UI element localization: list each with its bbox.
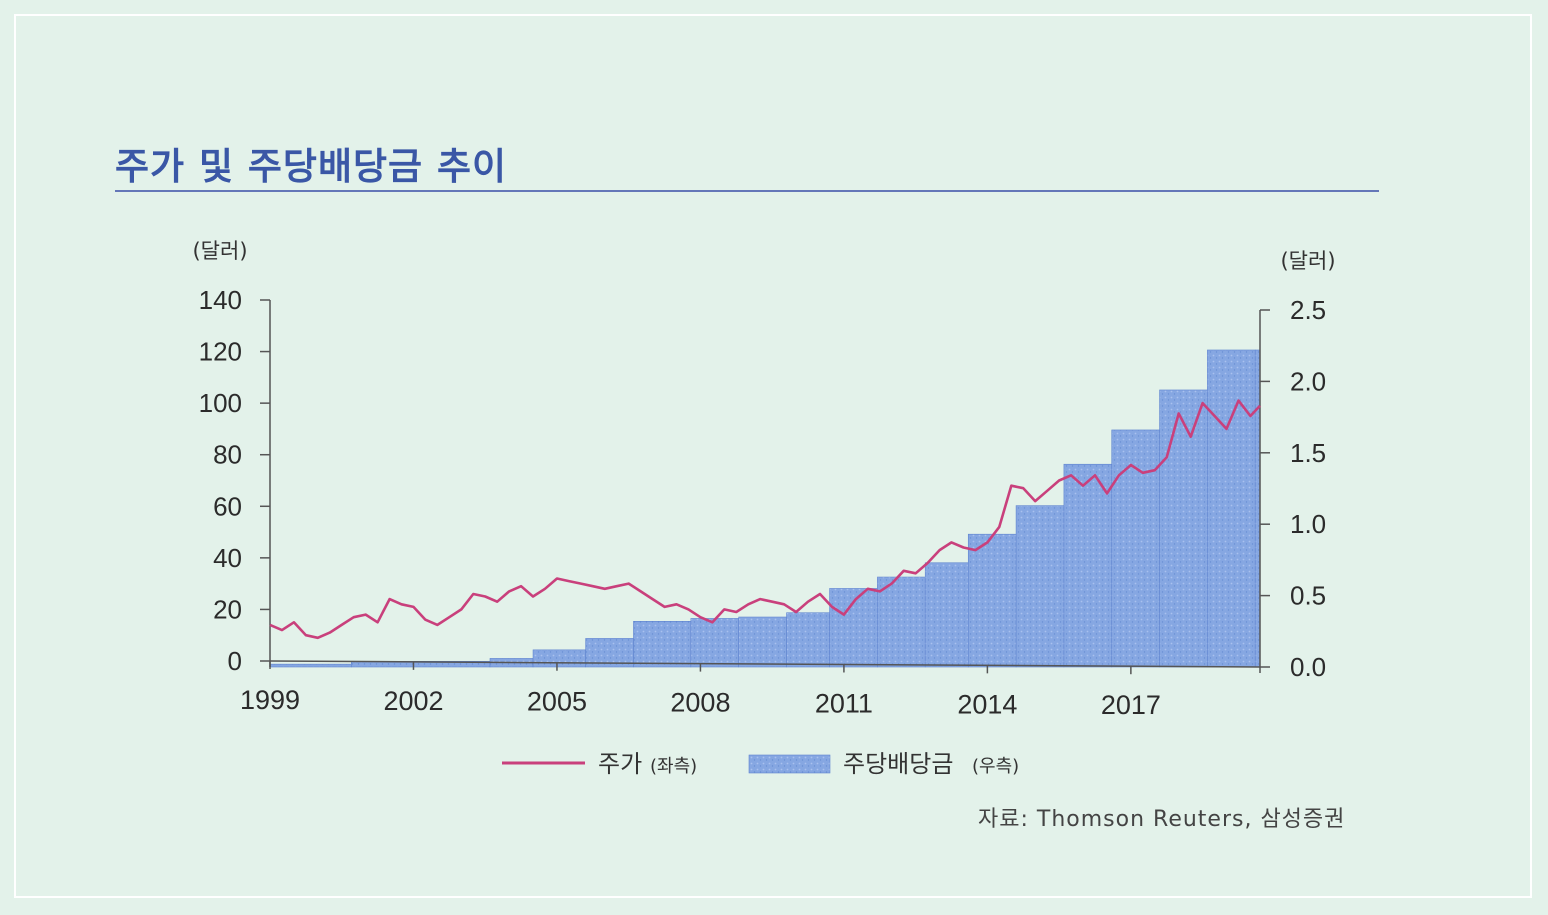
right-tick-label: 2.0 [1290, 366, 1326, 396]
dividend-bars [269, 349, 1261, 668]
legend-suffix-price: (좌측) [650, 756, 697, 777]
dividend-bar [786, 612, 830, 668]
right-tick-label: 0.5 [1290, 581, 1326, 611]
left-axis-unit: (달러) [192, 239, 247, 263]
right-tick-label: 1.5 [1290, 438, 1326, 468]
dividend-bar [1015, 505, 1065, 668]
x-tick-label: 1999 [240, 685, 300, 715]
axis-labels: 0 20 40 60 80 100 120 140 0.0 0.5 1.0 1.5 2.0 2.5 1999… [192, 239, 1335, 720]
dividend-bar [690, 618, 739, 668]
dividend-bar [1159, 389, 1208, 668]
left-tick-label: 80 [213, 440, 242, 470]
legend-bar-swatch [748, 754, 831, 774]
legend-label-price: 주가 [598, 750, 642, 778]
title-divider [115, 190, 1379, 192]
right-tick-label: 0.0 [1290, 652, 1326, 682]
left-tick-label: 0 [228, 646, 242, 676]
right-tick-label: 2.5 [1290, 295, 1326, 325]
right-axis-unit: (달러) [1280, 249, 1335, 273]
x-tick-label: 2002 [383, 686, 443, 716]
left-tick-label: 140 [199, 285, 242, 315]
dividend-bar [1111, 429, 1160, 668]
figure-frame [14, 14, 1532, 898]
x-tick-label: 2014 [957, 689, 1017, 719]
legend: 주가 (좌측) 주당배당금 (우측) [502, 750, 1019, 778]
dividend-bar [269, 663, 352, 668]
source-note: 자료: Thomson Reuters, 삼성증권 [978, 807, 1346, 832]
dividend-bar [924, 562, 969, 668]
left-tick-label: 20 [213, 594, 242, 624]
left-tick-label: 40 [213, 543, 242, 573]
x-tick-label: 2017 [1101, 690, 1161, 720]
x-tick-label: 2005 [527, 687, 587, 717]
dividend-bar [877, 576, 926, 668]
dividend-bar [633, 621, 692, 668]
chart-title: 주가 및 주당배당금 추이 [115, 145, 508, 188]
dividend-bar [532, 649, 586, 668]
dividend-bar [738, 616, 787, 668]
dividend-bar [1207, 349, 1256, 668]
right-tick-label: 1.0 [1290, 509, 1326, 539]
left-tick-label: 120 [199, 337, 242, 367]
left-tick-label: 100 [199, 388, 242, 418]
price-line [269, 399, 1261, 640]
x-axis-line [269, 660, 1261, 668]
dividend-bar [1063, 463, 1113, 668]
left-tick-label: 60 [213, 491, 242, 521]
dividend-bar [967, 533, 1017, 668]
legend-suffix-dividend: (우측) [972, 756, 1019, 777]
legend-label-dividend: 주당배당금 [843, 750, 953, 778]
x-tick-label: 2011 [815, 688, 873, 718]
x-tick-label: 2008 [670, 688, 730, 718]
price-line-layer [269, 399, 1261, 640]
axes [260, 299, 1270, 675]
